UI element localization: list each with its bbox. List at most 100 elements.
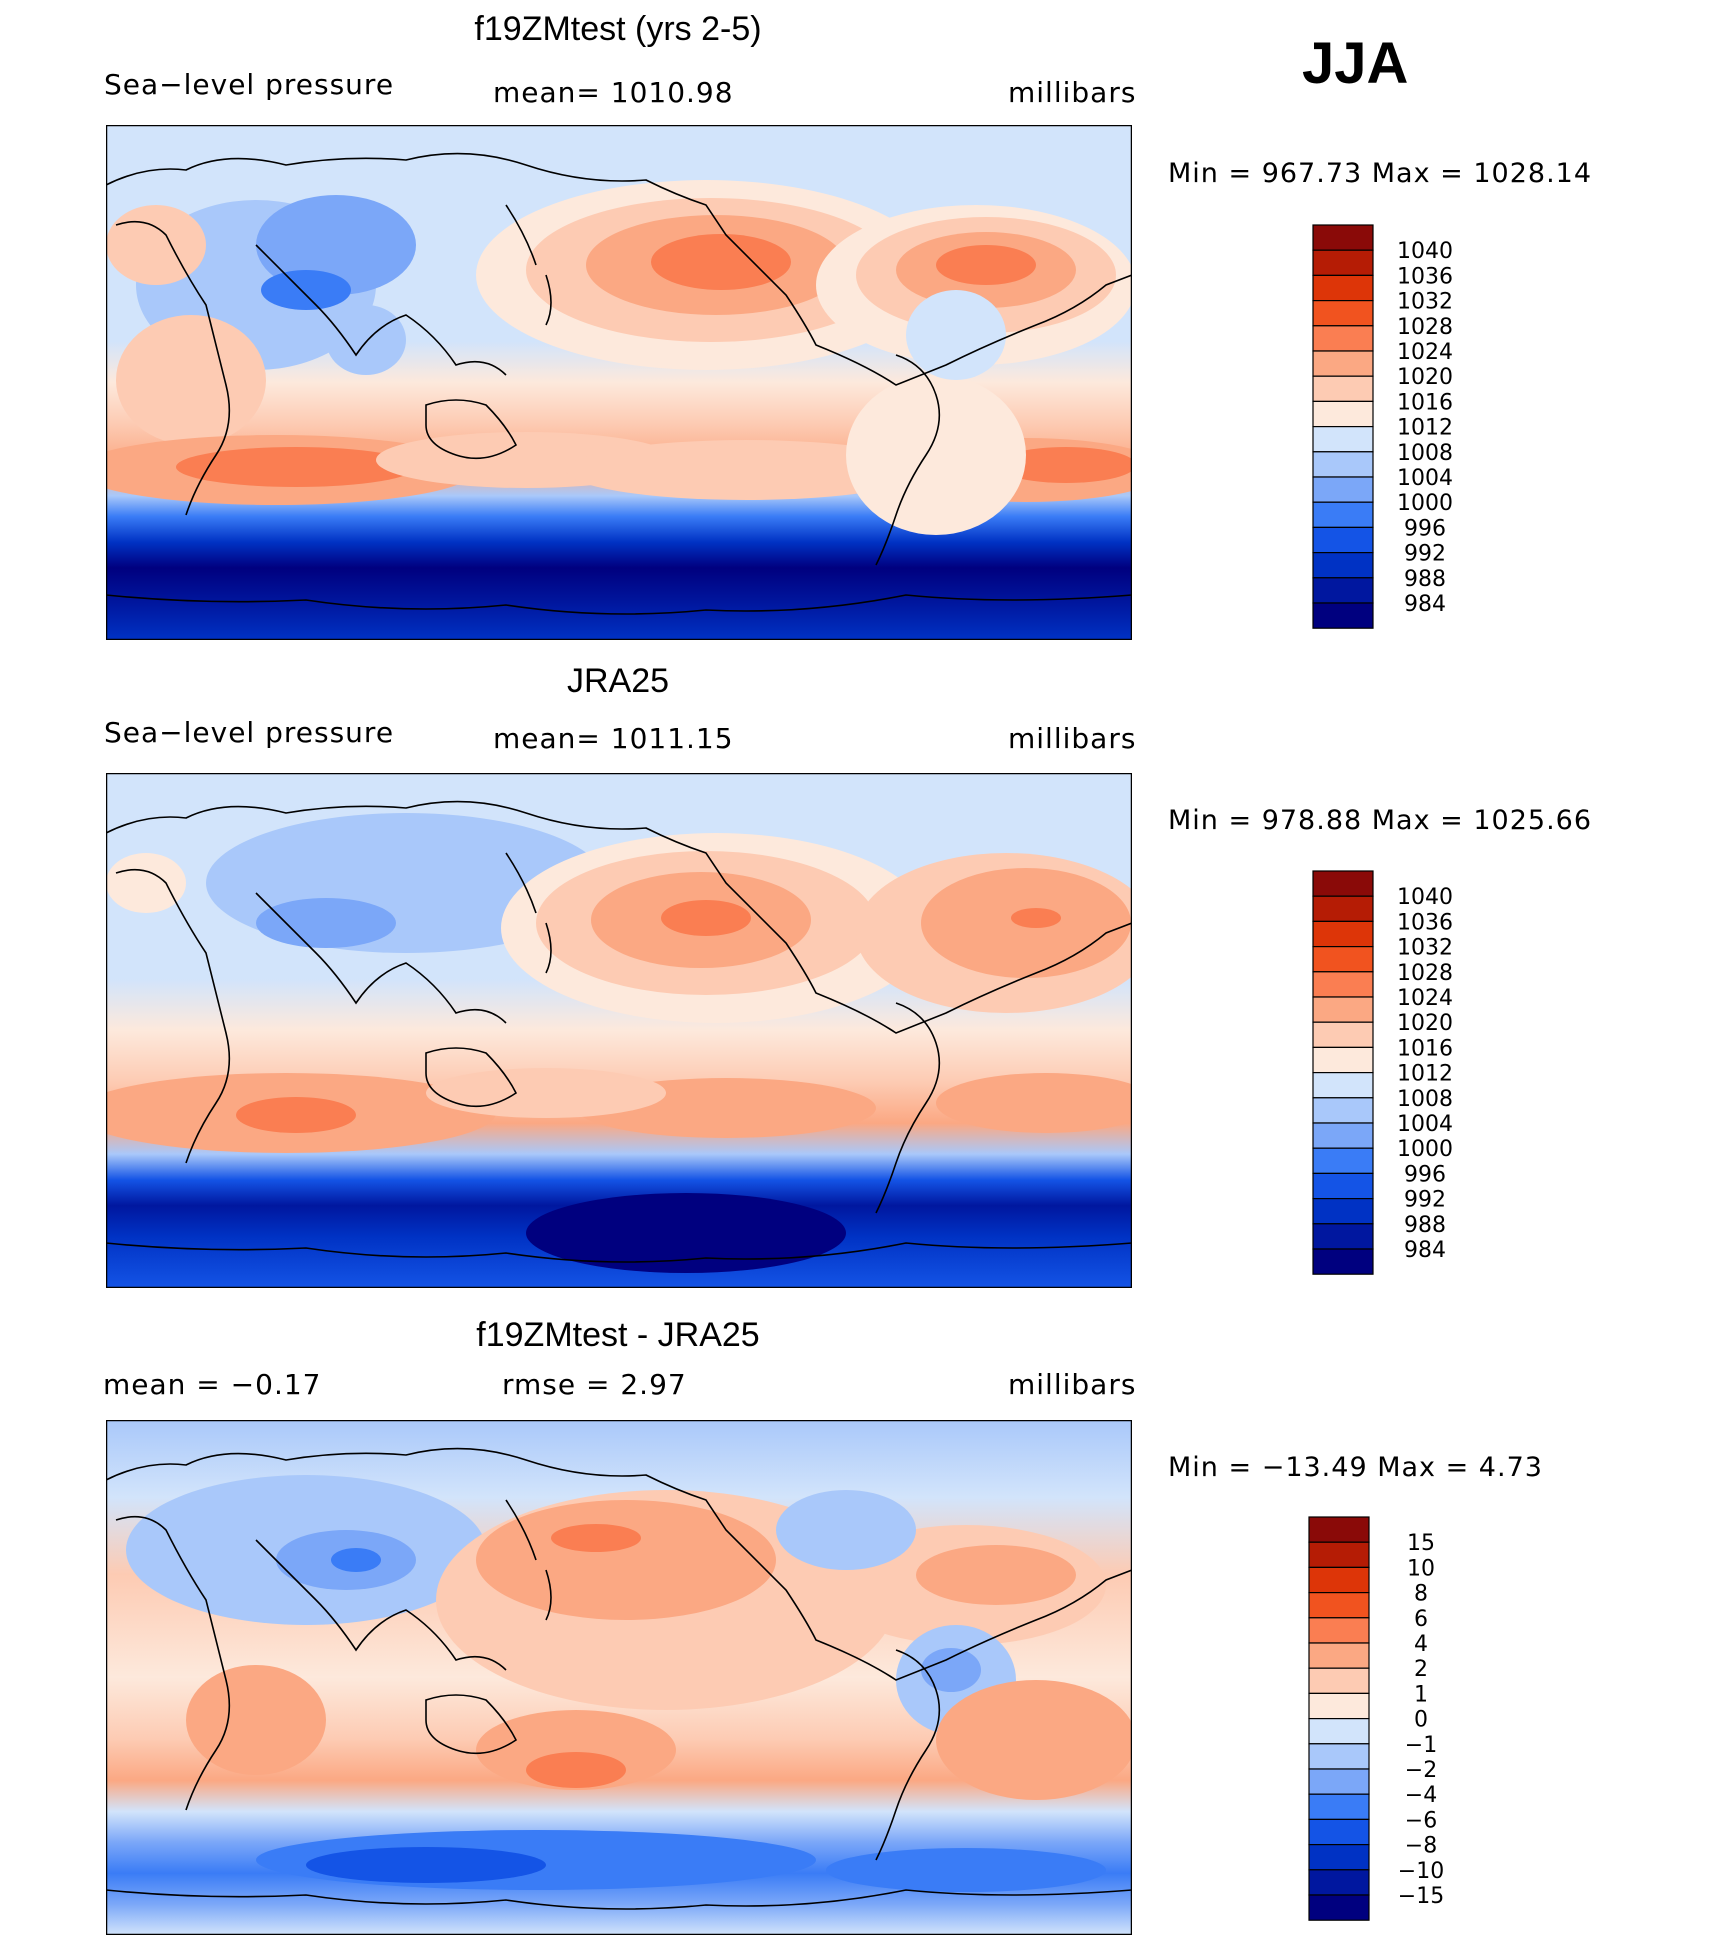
colorbar-tick-label: 984 <box>1404 592 1446 617</box>
colorbar-tick-label: −8 <box>1405 1834 1437 1859</box>
colorbar-box <box>1308 1566 1370 1594</box>
colorbar-box <box>1312 1248 1374 1275</box>
panel-1-units-label: millibars <box>1008 76 1137 109</box>
colorbar-box <box>1312 1097 1374 1124</box>
colorbar-tick-label: 1004 <box>1397 1112 1453 1137</box>
colorbar-box <box>1308 1642 1370 1669</box>
panel-3-title: f19ZMtest - JRA25 <box>476 1316 760 1354</box>
panel-1-variable-label: Sea−level pressure <box>104 68 395 101</box>
panel-1-map-frame <box>106 125 1132 640</box>
colorbar-box <box>1312 224 1374 251</box>
colorbar-tick-label: 1008 <box>1397 441 1453 466</box>
panel-3-map-frame <box>106 1420 1132 1935</box>
panel-2-colorbar: 1040103610321028102410201016101210081004… <box>1312 870 1453 1275</box>
panel-3-rmse-label: rmse = 2.97 <box>502 1368 687 1401</box>
colorbar-tick-label: 1000 <box>1397 491 1453 516</box>
colorbar-box <box>1308 1818 1370 1846</box>
panel-3-contour-field <box>126 1475 1132 1892</box>
colorbar-tick-label: 988 <box>1404 1213 1446 1238</box>
colorbar-box <box>1312 895 1374 923</box>
colorbar-tick-label: 15 <box>1407 1531 1435 1556</box>
colorbar-tick-label: 996 <box>1404 516 1446 541</box>
colorbar-box <box>1308 1718 1370 1745</box>
colorbar-tick-label: 8 <box>1414 1582 1428 1607</box>
colorbar-box <box>1312 274 1374 302</box>
colorbar-box <box>1312 577 1374 604</box>
colorbar-tick-label: 1028 <box>1397 315 1453 340</box>
colorbar-tick-label: 996 <box>1404 1162 1446 1187</box>
colorbar-tick-label: 0 <box>1414 1708 1428 1733</box>
colorbar-box <box>1312 1147 1374 1175</box>
colorbar-box <box>1312 870 1374 897</box>
colorbar-tick-label: 988 <box>1404 567 1446 592</box>
panel-3-map <box>106 1420 1132 1935</box>
colorbar-tick-label: 1020 <box>1397 365 1453 390</box>
colorbar-box <box>1312 1046 1374 1074</box>
panel-3-mean-label: mean = −0.17 <box>103 1368 322 1401</box>
panel-3-coastlines <box>106 1447 1132 1910</box>
colorbar-box <box>1308 1768 1370 1795</box>
colorbar-tick-label: 1028 <box>1397 961 1453 986</box>
colorbar-box <box>1312 1172 1374 1200</box>
colorbar-box <box>1308 1617 1370 1644</box>
colorbar-box <box>1308 1743 1370 1770</box>
colorbar-tick-label: 1012 <box>1397 1062 1453 1087</box>
panel-3-units-label: millibars <box>1008 1368 1137 1401</box>
panel-2-units-label: millibars <box>1008 722 1137 755</box>
panel-1-coastlines <box>106 152 1132 615</box>
colorbar-tick-label: −6 <box>1405 1808 1437 1833</box>
colorbar-box <box>1308 1591 1370 1619</box>
colorbar-box <box>1312 971 1374 998</box>
colorbar-tick-label: 1032 <box>1397 290 1453 315</box>
colorbar-box <box>1312 552 1374 579</box>
colorbar-box <box>1312 1198 1374 1225</box>
panel-1-title: f19ZMtest (yrs 2-5) <box>474 10 762 48</box>
colorbar-box <box>1312 249 1374 277</box>
colorbar-box <box>1312 1122 1374 1149</box>
panel-2-coastlines <box>106 800 1132 1263</box>
colorbar-tick-label: 1024 <box>1397 986 1453 1011</box>
colorbar-box <box>1308 1541 1370 1569</box>
colorbar-tick-label: 1040 <box>1397 239 1453 264</box>
colorbar-box <box>1312 325 1374 352</box>
colorbar-tick-label: 4 <box>1414 1632 1428 1657</box>
colorbar-tick-label: −10 <box>1398 1859 1444 1884</box>
colorbar-box <box>1308 1894 1370 1921</box>
colorbar-tick-label: 1 <box>1414 1682 1428 1707</box>
colorbar-tick-label: −1 <box>1405 1733 1437 1758</box>
colorbar-box <box>1312 602 1374 629</box>
colorbar-box <box>1312 476 1374 503</box>
colorbar-tick-label: 10 <box>1407 1556 1435 1581</box>
colorbar-box <box>1312 451 1374 478</box>
panel-3-minmax: Min = −13.49 Max = 4.73 <box>1168 1452 1543 1483</box>
colorbar-box <box>1312 945 1374 973</box>
colorbar-box <box>1312 1072 1374 1099</box>
colorbar-tick-label: −4 <box>1405 1783 1437 1808</box>
colorbar-box <box>1312 400 1374 428</box>
colorbar-box <box>1312 375 1374 402</box>
colorbar-tick-label: 1032 <box>1397 936 1453 961</box>
colorbar-tick-label: 992 <box>1404 1188 1446 1213</box>
colorbar-box <box>1312 526 1374 554</box>
colorbar-box <box>1308 1667 1370 1694</box>
colorbar-box <box>1312 426 1374 453</box>
colorbar-box <box>1312 350 1374 377</box>
colorbar-box <box>1312 501 1374 529</box>
colorbar-tick-label: 1004 <box>1397 466 1453 491</box>
panel-2-contour-field <box>106 813 1132 1273</box>
colorbar-tick-label: 1008 <box>1397 1087 1453 1112</box>
colorbar-box <box>1312 920 1374 948</box>
colorbar-box <box>1308 1516 1370 1543</box>
panel-1-map <box>106 125 1132 640</box>
season-label: JJA <box>1302 31 1409 96</box>
colorbar-box <box>1308 1869 1370 1896</box>
panel-1-minmax: Min = 967.73 Max = 1028.14 <box>1168 158 1593 189</box>
panel-2-map <box>106 773 1132 1288</box>
colorbar-tick-label: 1036 <box>1397 910 1453 935</box>
colorbar-tick-label: 1000 <box>1397 1137 1453 1162</box>
colorbar-box <box>1308 1692 1370 1720</box>
panel-1-colorbar: 1040103610321028102410201016101210081004… <box>1312 224 1453 629</box>
panel-2-mean-label: mean= 1011.15 <box>493 722 734 755</box>
colorbar-box <box>1312 996 1374 1023</box>
